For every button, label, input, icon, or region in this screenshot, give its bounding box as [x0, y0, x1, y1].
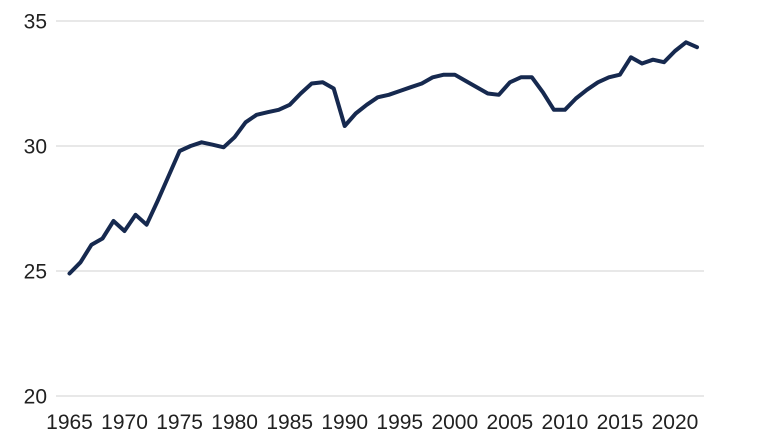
x-tick-label: 1975: [156, 411, 203, 434]
x-tick-label: 2000: [431, 411, 478, 434]
x-tick-label: 1970: [101, 411, 148, 434]
x-tick-label: 2020: [652, 411, 699, 434]
x-tick-label: 1965: [46, 411, 93, 434]
y-tick-label: 35: [24, 11, 47, 34]
x-tick-label: 1995: [376, 411, 423, 434]
y-tick-label: 20: [24, 386, 47, 409]
x-tick-label: 2015: [597, 411, 644, 434]
y-axis-tick-labels: 20 25 30 35: [24, 11, 47, 409]
x-tick-label: 1990: [321, 411, 368, 434]
x-tick-label: 1980: [211, 411, 258, 434]
x-axis-tick-labels: 1965 1970 1975 1980 1985 1990 1995 2000 2005 2010…: [46, 411, 698, 434]
data-line-series: [67, 40, 699, 276]
y-tick-label: 25: [24, 261, 47, 284]
y-tick-label: 30: [24, 136, 47, 159]
x-tick-label: 2005: [486, 411, 533, 434]
x-tick-label: 2010: [542, 411, 589, 434]
gridlines-group: [56, 20, 704, 397]
x-tick-label: 1985: [266, 411, 313, 434]
